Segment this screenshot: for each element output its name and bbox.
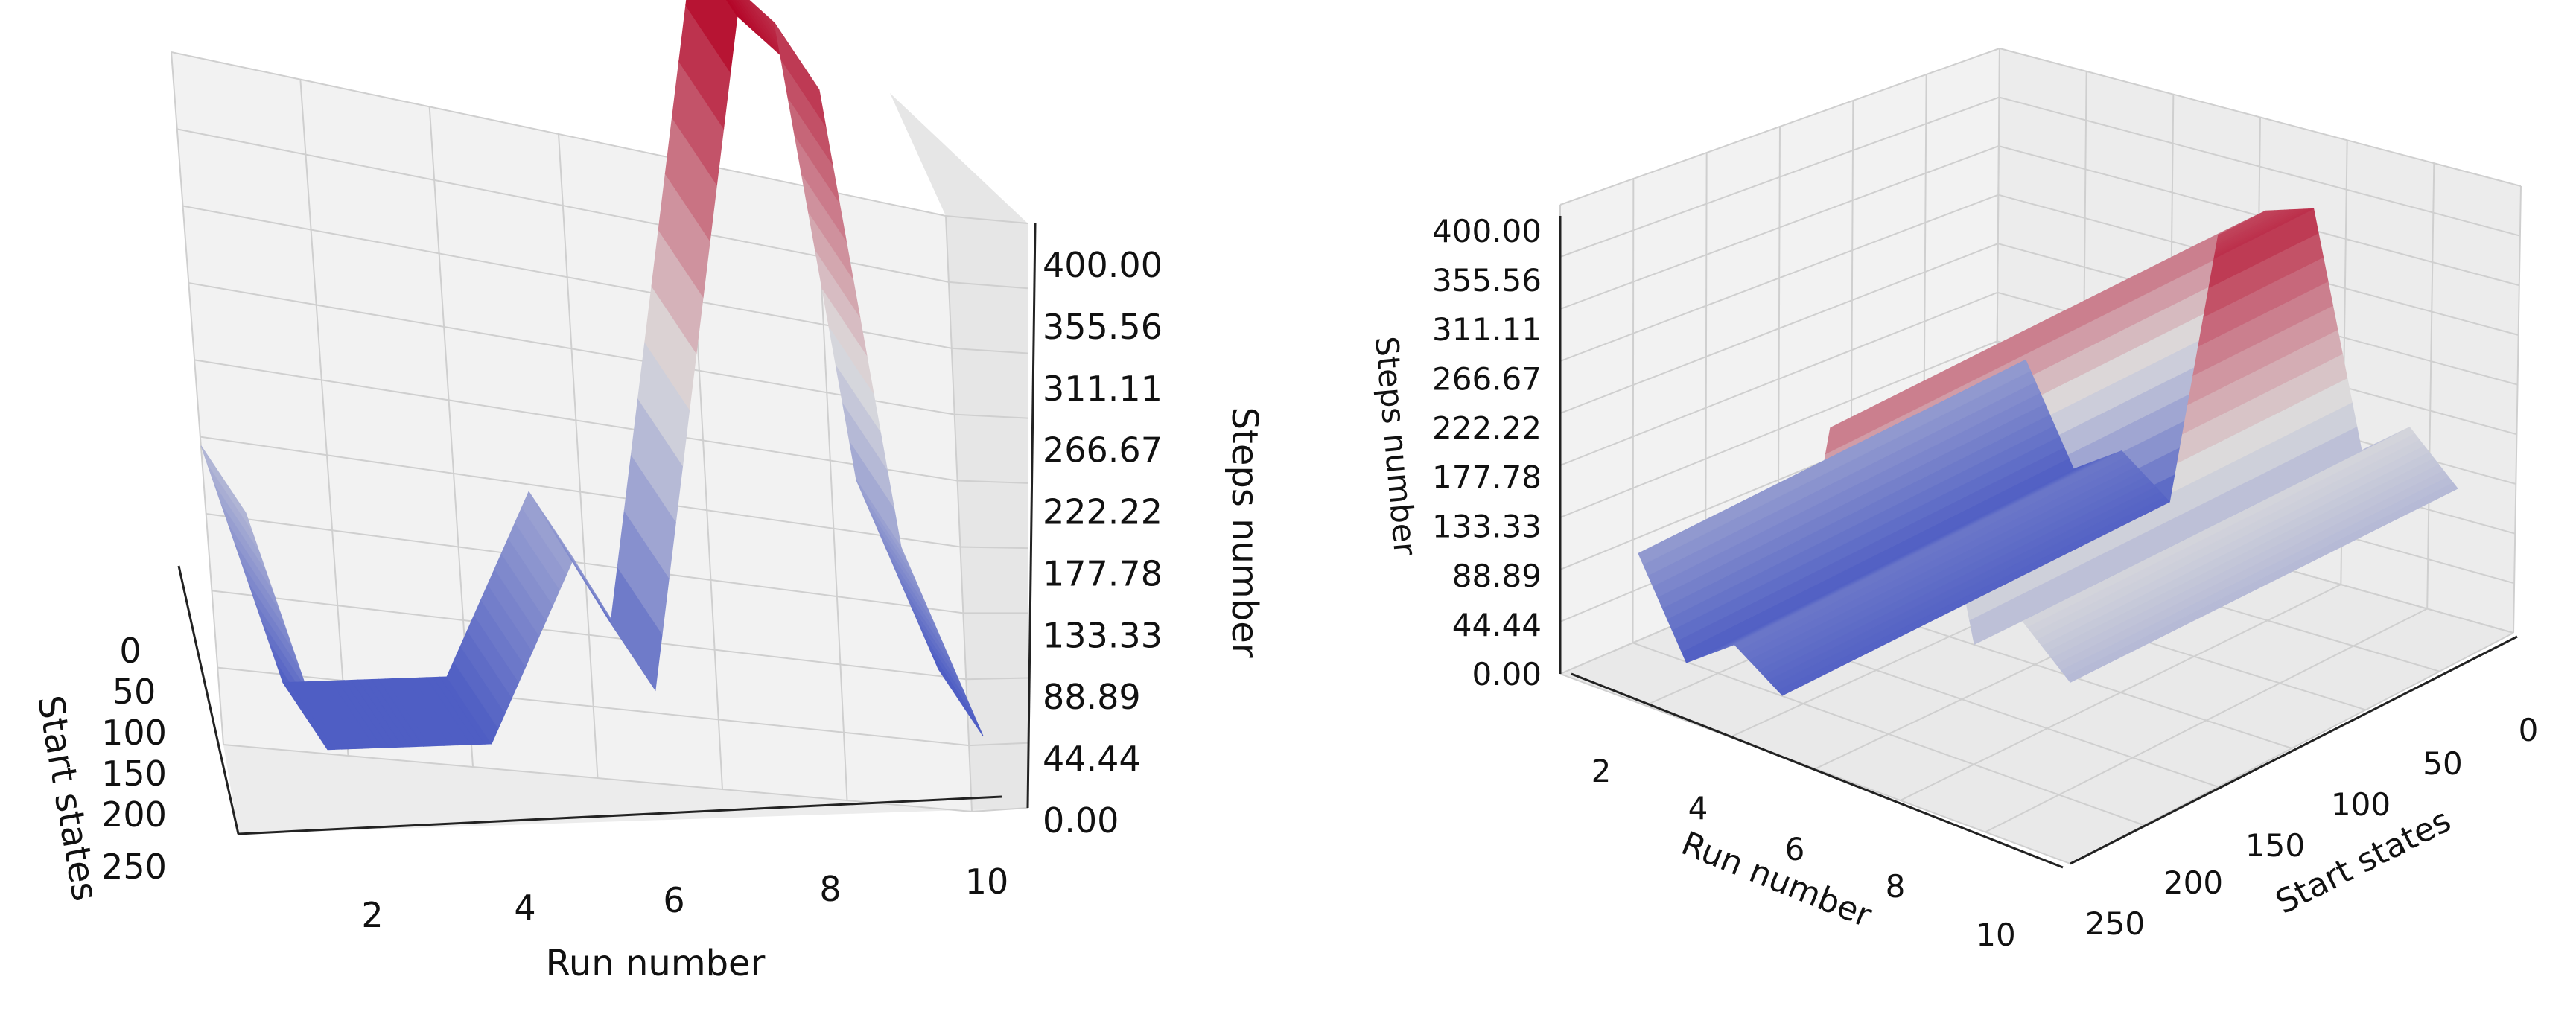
left-side-pane [890, 93, 1028, 812]
left-y-tick-label: 0 [119, 631, 141, 671]
left-y-tick-label: 50 [112, 672, 156, 712]
left-y-tick-label: 200 [101, 794, 167, 835]
right-y-tick-label: 50 [2423, 745, 2462, 782]
left-grid-line [966, 677, 1028, 681]
left-grid-line [815, 188, 848, 801]
right-z-tick-label: 88.89 [1452, 558, 1542, 594]
left-z-tick-label: 266.67 [1043, 430, 1163, 471]
left-grid-line [951, 347, 1028, 354]
right-grid-line [2513, 185, 2522, 634]
right-grid-line [1559, 291, 1998, 466]
left-z-tick-label: 177.78 [1043, 553, 1163, 593]
left-grid-line [194, 359, 958, 482]
left-x-tick-label: 4 [514, 888, 535, 928]
left-x-tick-label: 2 [361, 895, 383, 935]
right-run-number-axis-line [1571, 672, 2064, 869]
left-y-tick-label: 250 [101, 847, 167, 887]
right-x-tick-label: 6 [1785, 831, 1805, 867]
right-grid-line [1559, 145, 2000, 310]
right-grid-line [1559, 243, 1999, 414]
left-x-tick-label: 10 [965, 861, 1009, 902]
right-surface [1638, 208, 2458, 696]
right-grid-line [1632, 642, 2145, 826]
right-grid-line [1632, 178, 1635, 643]
left-run-number-axis-line [238, 795, 1002, 835]
left-z-tick-label: 400.00 [1043, 245, 1163, 285]
right-start-states-axis-line [2070, 635, 2518, 865]
left-z-tick-label: 88.89 [1043, 677, 1141, 717]
left-z-axis-label: Steps number [1224, 407, 1265, 658]
left-grid-line [558, 133, 599, 779]
right-x-tick-label: 4 [1688, 790, 1708, 826]
left-grid-line [212, 590, 967, 681]
right-y-tick-label: 250 [2085, 905, 2145, 942]
left-z-tick-label: 222.22 [1043, 492, 1163, 532]
right-grid-line [1999, 48, 2522, 187]
left-y-tick-label: 100 [101, 713, 167, 753]
left-z-tick-label: 0.00 [1043, 800, 1119, 841]
left-y-tick-label: 150 [101, 754, 167, 794]
left-z-tick-label: 355.56 [1043, 307, 1163, 347]
right-z-tick-label: 311.11 [1432, 311, 1542, 348]
left-floor-pane [223, 745, 1028, 834]
right-x-axis-label: Run number [1676, 824, 1877, 935]
left-grid-line [223, 744, 973, 812]
right-tick-labels: 2468100501001502002500.0044.4488.89133.3… [1432, 213, 2538, 953]
left-grid-line [182, 205, 952, 349]
right-z-tick-label: 400.00 [1432, 213, 1542, 249]
left-grid-line [969, 742, 1028, 747]
left-tick-labels: 2 4 6 8 100501001502002500.0044.4488.89133.3… [101, 245, 1163, 935]
right-grid-line [2426, 163, 2435, 609]
left-back-pane [171, 52, 972, 812]
left-grid-line [948, 281, 1028, 290]
right-z-axis-label: Steps number [1368, 335, 1424, 558]
left-z-tick-label: 133.33 [1043, 615, 1163, 655]
right-3d-plot: 2468100501001502002500.0044.4488.89133.3… [1368, 48, 2538, 953]
right-z-tick-label: 222.22 [1432, 410, 1542, 446]
left-grid-line [971, 807, 1028, 812]
left-z-tick-label: 311.11 [1043, 369, 1163, 409]
left-surface [200, 0, 984, 751]
left-grid-line [188, 282, 955, 415]
right-y-tick-label: 0 [2519, 712, 2539, 748]
right-grid-line [1559, 96, 2000, 258]
left-grid-line [960, 546, 1028, 550]
right-surface-strip [1638, 359, 2032, 565]
left-z-tick-label: 44.44 [1043, 739, 1141, 779]
right-z-tick-label: 355.56 [1432, 262, 1542, 299]
right-y-tick-label: 200 [2163, 864, 2223, 901]
left-grid-line [957, 480, 1028, 484]
left-start-states-axis-line [177, 565, 240, 835]
right-grid-line [1559, 340, 1998, 518]
right-grid-line [1999, 96, 2521, 237]
left-surface-strip [931, 653, 984, 736]
left-x-tick-label: 8 [819, 869, 841, 909]
right-z-tick-label: 266.67 [1432, 360, 1542, 397]
right-x-tick-label: 2 [1591, 753, 1612, 789]
right-y-tick-label: 100 [2331, 786, 2391, 823]
left-x-tick-label: 6 [663, 880, 684, 920]
right-x-tick-label: 10 [1976, 917, 2015, 953]
left-steps-axis-line [1026, 223, 1037, 809]
left-grid-line [299, 79, 349, 757]
right-z-tick-label: 133.33 [1432, 509, 1542, 545]
left-x-axis-label: Run number [546, 943, 766, 984]
left-grid-line [171, 51, 224, 745]
right-x-tick-label: 8 [1886, 868, 1906, 905]
left-3d-plot: 2 4 6 8 100501001502002500.0044.4488.89133.3… [29, 0, 1265, 984]
right-y-tick-label: 150 [2245, 827, 2305, 864]
left-grid-line [200, 436, 961, 548]
right-z-tick-label: 0.00 [1472, 656, 1542, 692]
right-z-tick-label: 177.78 [1432, 459, 1542, 496]
right-grid-line [1559, 194, 1999, 362]
left-grid-line [945, 215, 1028, 224]
left-grid [171, 51, 1028, 812]
left-grid-line [954, 413, 1028, 419]
left-y-axis-label: Start states [29, 692, 106, 905]
right-grid-line [1559, 48, 2000, 206]
left-grid-line [206, 513, 964, 614]
right-z-tick-label: 44.44 [1452, 607, 1542, 643]
